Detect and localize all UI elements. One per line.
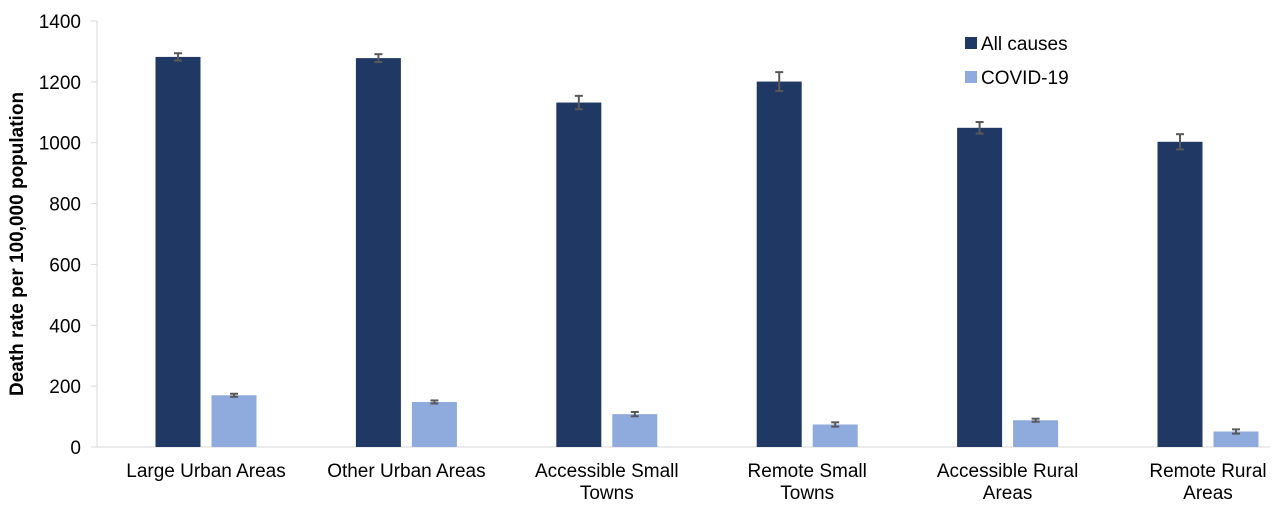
bar-covid-19 [812, 424, 858, 447]
y-tick-label: 400 [49, 316, 81, 337]
y-tick-label: 600 [49, 255, 81, 276]
legend-label: COVID-19 [981, 68, 1069, 89]
bar-all-causes [1157, 141, 1203, 447]
y-tick-label: 1400 [39, 12, 81, 33]
y-tick-label: 0 [70, 438, 81, 459]
y-axis-title-group: Death rate per 100,000 population [7, 92, 28, 396]
x-tick-label: Remote Small [748, 461, 867, 482]
bar-covid-19 [1213, 431, 1259, 447]
y-axis-title: Death rate per 100,000 population [7, 92, 28, 396]
bar-covid-19 [211, 395, 257, 447]
bar-all-causes [355, 58, 401, 447]
x-tick-label: Towns [780, 483, 834, 504]
x-tick-label: Towns [580, 483, 634, 504]
bar-covid-19 [1013, 420, 1059, 447]
bar-all-causes [756, 81, 802, 447]
bar-covid-19 [411, 401, 457, 447]
x-tick-label: Accessible Small [535, 461, 679, 482]
bar-all-causes [957, 127, 1003, 447]
legend-swatch [965, 71, 977, 83]
x-tick-label: Remote Rural [1149, 461, 1266, 482]
bars-group [155, 56, 1259, 448]
x-tick-label: Large Urban Areas [126, 461, 286, 482]
x-tick-label: Other Urban Areas [327, 461, 485, 482]
x-tick-label: Areas [983, 483, 1033, 504]
y-tick-label: 1000 [39, 134, 81, 155]
y-tick-label: 800 [49, 195, 81, 216]
legend-swatch [965, 37, 977, 49]
legend-label: All causes [981, 34, 1068, 55]
y-tick-label: 200 [49, 377, 81, 398]
error-bars-group [174, 52, 1240, 435]
y-axis-ticks: 0 200 400 600 800 1000 1200 1400 [39, 12, 97, 459]
x-axis-labels: Large Urban Areas Other Urban Areas Access… [126, 461, 1266, 504]
bar-all-causes [155, 56, 201, 448]
legend: All causes COVID-19 [965, 34, 1069, 89]
bar-all-causes [556, 102, 602, 447]
x-tick-label: Areas [1183, 483, 1233, 504]
bar-covid-19 [612, 414, 658, 447]
x-tick-label: Accessible Rural [937, 461, 1079, 482]
y-tick-label: 1200 [39, 73, 81, 94]
